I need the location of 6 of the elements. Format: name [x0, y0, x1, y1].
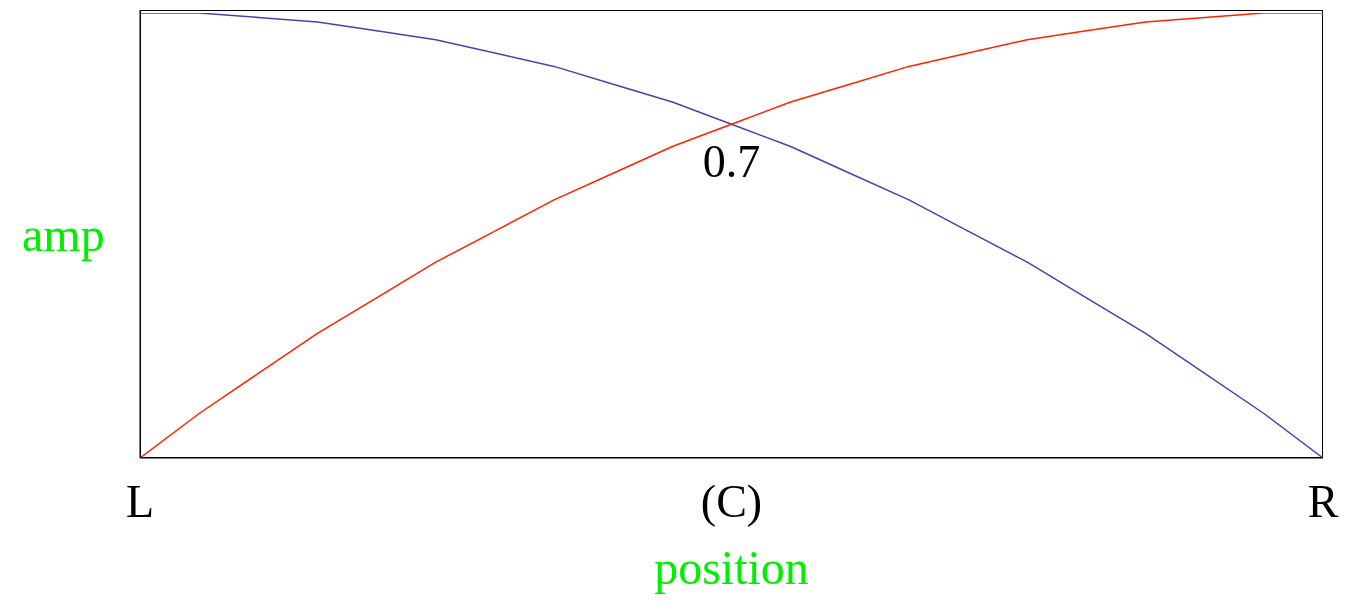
y-axis-title: amp [22, 208, 105, 262]
x-tick-label: R [1307, 475, 1339, 527]
x-tick-label: L [125, 475, 155, 527]
x-tick-label: (C) [700, 475, 763, 527]
annotation: 0.7 [702, 135, 761, 187]
x-axis-title: position [654, 541, 809, 594]
